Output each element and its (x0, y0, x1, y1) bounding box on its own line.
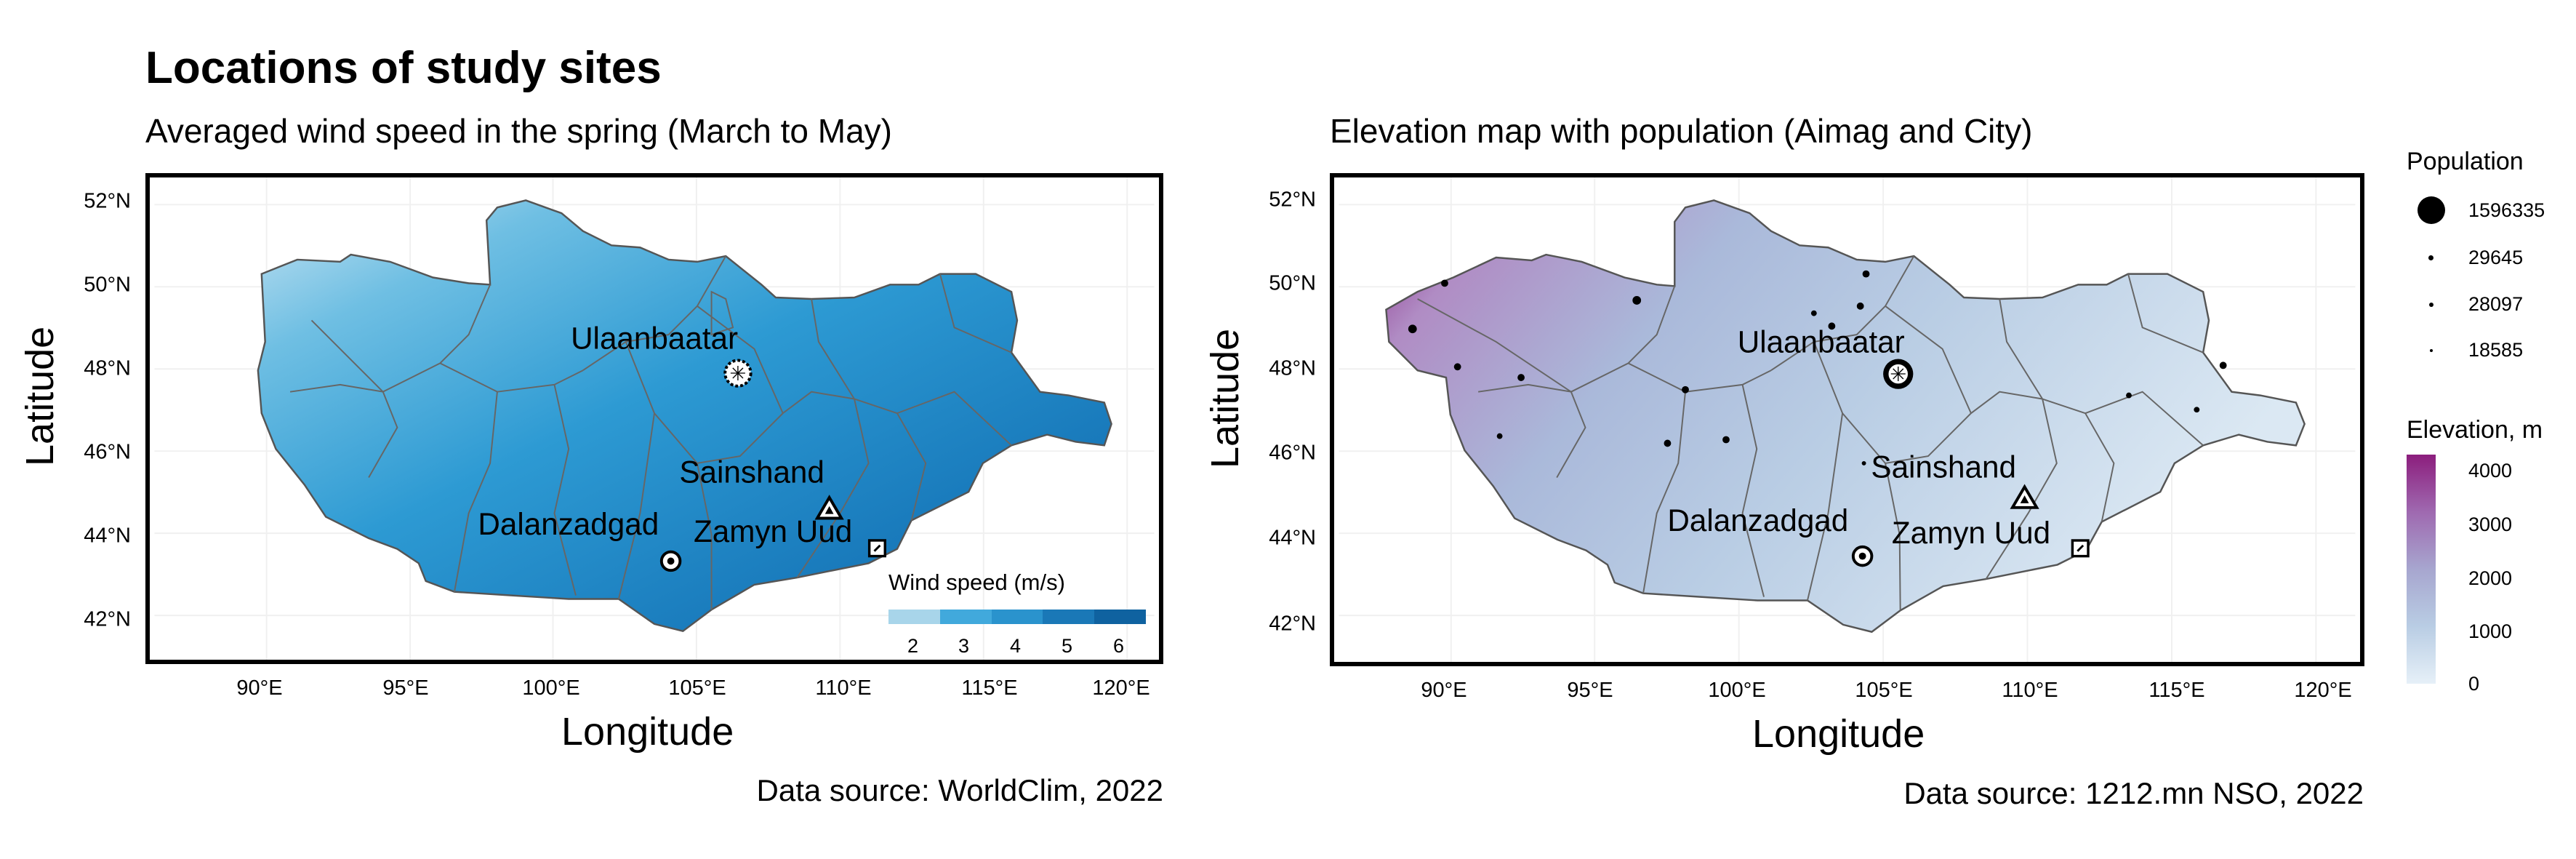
right-lat-tick-46: 46°N (1269, 441, 1316, 465)
elevation-legend-label-1000: 1000 (2468, 620, 2513, 642)
left-lat-tick-46: 46°N (84, 440, 131, 464)
right-lat-tick-42: 42°N (1269, 612, 1316, 636)
right-lon-tick-95: 95°E (1567, 679, 1613, 702)
elevation-map: ✳ Ulaanbaatar Sainshand Dalanzadgad Zamy… (1339, 177, 2356, 662)
elevation-legend-label-3000: 3000 (2468, 514, 2513, 535)
zamyn-uud-marker (2071, 539, 2090, 558)
left-x-axis-title: Longitude (561, 710, 734, 754)
right-lat-tick-44: 44°N (1269, 526, 1316, 550)
left-lat-tick-48: 48°N (84, 356, 131, 380)
ulaanbaatar-marker: ✳ (1883, 359, 1914, 389)
left-data-source: Data source: WorldClim, 2022 (756, 773, 1163, 807)
population-legend-label-2: 29645 (2468, 247, 2524, 268)
left-lon-tick-100: 100°E (522, 676, 580, 700)
svg-text:✳: ✳ (1890, 363, 1906, 385)
ulaanbaatar-label: Ulaanbaatar (571, 321, 738, 356)
left-lon-tick-120: 120°E (1092, 676, 1150, 700)
wind-legend-label-4: 5 (1062, 635, 1073, 657)
sainshand-marker (814, 495, 844, 520)
dalanzadgad-marker (659, 550, 682, 572)
right-map-subtitle: Elevation map with population (Aimag and… (1330, 112, 2033, 150)
right-lat-tick-48: 48°N (1269, 356, 1316, 380)
right-lon-tick-120: 120°E (2294, 679, 2352, 702)
elevation-legend-label-4000: 4000 (2468, 460, 2513, 482)
right-lat-tick-52: 52°N (1269, 188, 1316, 212)
zamyn-uud-marker (867, 539, 886, 558)
figure-title: Locations of study sites (145, 43, 662, 93)
right-x-axis-title: Longitude (1752, 712, 1925, 756)
wind-legend-label-2: 3 (958, 635, 970, 657)
left-lat-tick-42: 42°N (84, 607, 131, 631)
population-legend-dot-2 (2428, 255, 2433, 260)
sainshand-label: Sainshand (1871, 450, 2016, 484)
left-map-subtitle: Averaged wind speed in the spring (March… (145, 112, 893, 150)
right-lon-tick-90: 90°E (1421, 679, 1467, 702)
wind-legend-swatch-2 (939, 610, 992, 624)
wind-legend-swatch-1 (888, 610, 940, 624)
wind-legend-label-5: 6 (1113, 635, 1125, 657)
ulaanbaatar-marker: ✳ (723, 359, 753, 388)
elevation-legend-label-0: 0 (2468, 673, 2480, 695)
elevation-legend-colorbar (2407, 455, 2436, 684)
left-lon-tick-95: 95°E (382, 676, 429, 700)
dalanzadgad-marker (1851, 545, 1874, 567)
right-lon-tick-115: 115°E (2148, 679, 2205, 702)
sainshand-marker (2010, 484, 2039, 509)
population-legend-dot-4 (2430, 349, 2433, 352)
left-lat-tick-50: 50°N (84, 273, 131, 297)
mongolia-outline (257, 199, 1112, 633)
svg-text:✳: ✳ (729, 362, 746, 385)
population-legend-label-4: 18585 (2468, 339, 2524, 361)
wind-legend-label-1: 2 (907, 635, 919, 657)
right-lon-tick-110: 110°E (2002, 679, 2058, 702)
right-map-panel: ✳ Ulaanbaatar Sainshand Dalanzadgad Zamy… (1330, 173, 2364, 666)
wind-speed-map: ✳ Ulaanbaatar Sainshand Dalanzadgad Zamy… (154, 177, 1155, 660)
left-lon-tick-105: 105°E (668, 676, 726, 700)
left-lon-tick-115: 115°E (961, 676, 1018, 700)
population-legend-dot-1 (2417, 196, 2445, 224)
wind-legend-label-3: 4 (1010, 635, 1022, 657)
right-data-source: Data source: 1212.mn NSO, 2022 (1903, 776, 2364, 810)
left-lat-tick-52: 52°N (84, 189, 131, 213)
population-legend-label-1: 1596335 (2468, 199, 2545, 221)
ulaanbaatar-label: Ulaanbaatar (1738, 325, 1905, 359)
sainshand-label: Sainshand (679, 455, 824, 489)
right-lon-tick-105: 105°E (1855, 679, 1913, 702)
dalanzadgad-label: Dalanzadgad (478, 507, 659, 541)
wind-legend-swatch-5 (1094, 610, 1146, 624)
left-map-panel: ✳ Ulaanbaatar Sainshand Dalanzadgad Zamy… (145, 173, 1163, 664)
population-legend-label-3: 28097 (2468, 293, 2524, 315)
zamyn-uud-label: Zamyn Uud (694, 514, 852, 548)
wind-legend-swatch-4 (1043, 610, 1095, 624)
dalanzadgad-label: Dalanzadgad (1667, 503, 1848, 538)
right-y-axis-title: Latitude (1203, 328, 1247, 468)
zamyn-uud-label: Zamyn Uud (1892, 516, 2050, 550)
right-lon-tick-100: 100°E (1708, 679, 1766, 702)
population-legend-dot-3 (2429, 303, 2433, 307)
right-lat-tick-50: 50°N (1269, 271, 1316, 295)
wind-legend-swatch-3 (991, 610, 1043, 624)
population-legend-title: Population (2407, 148, 2524, 175)
left-y-axis-title: Latitude (18, 326, 62, 466)
elevation-legend-title: Elevation, m (2407, 416, 2543, 444)
left-lon-tick-110: 110°E (815, 676, 872, 700)
wind-legend-colorbar (888, 610, 1146, 624)
elevation-legend-label-2000: 2000 (2468, 567, 2513, 589)
wind-legend-title: Wind speed (m/s) (888, 570, 1065, 595)
left-lat-tick-44: 44°N (84, 524, 131, 548)
left-lon-tick-90: 90°E (236, 676, 283, 700)
